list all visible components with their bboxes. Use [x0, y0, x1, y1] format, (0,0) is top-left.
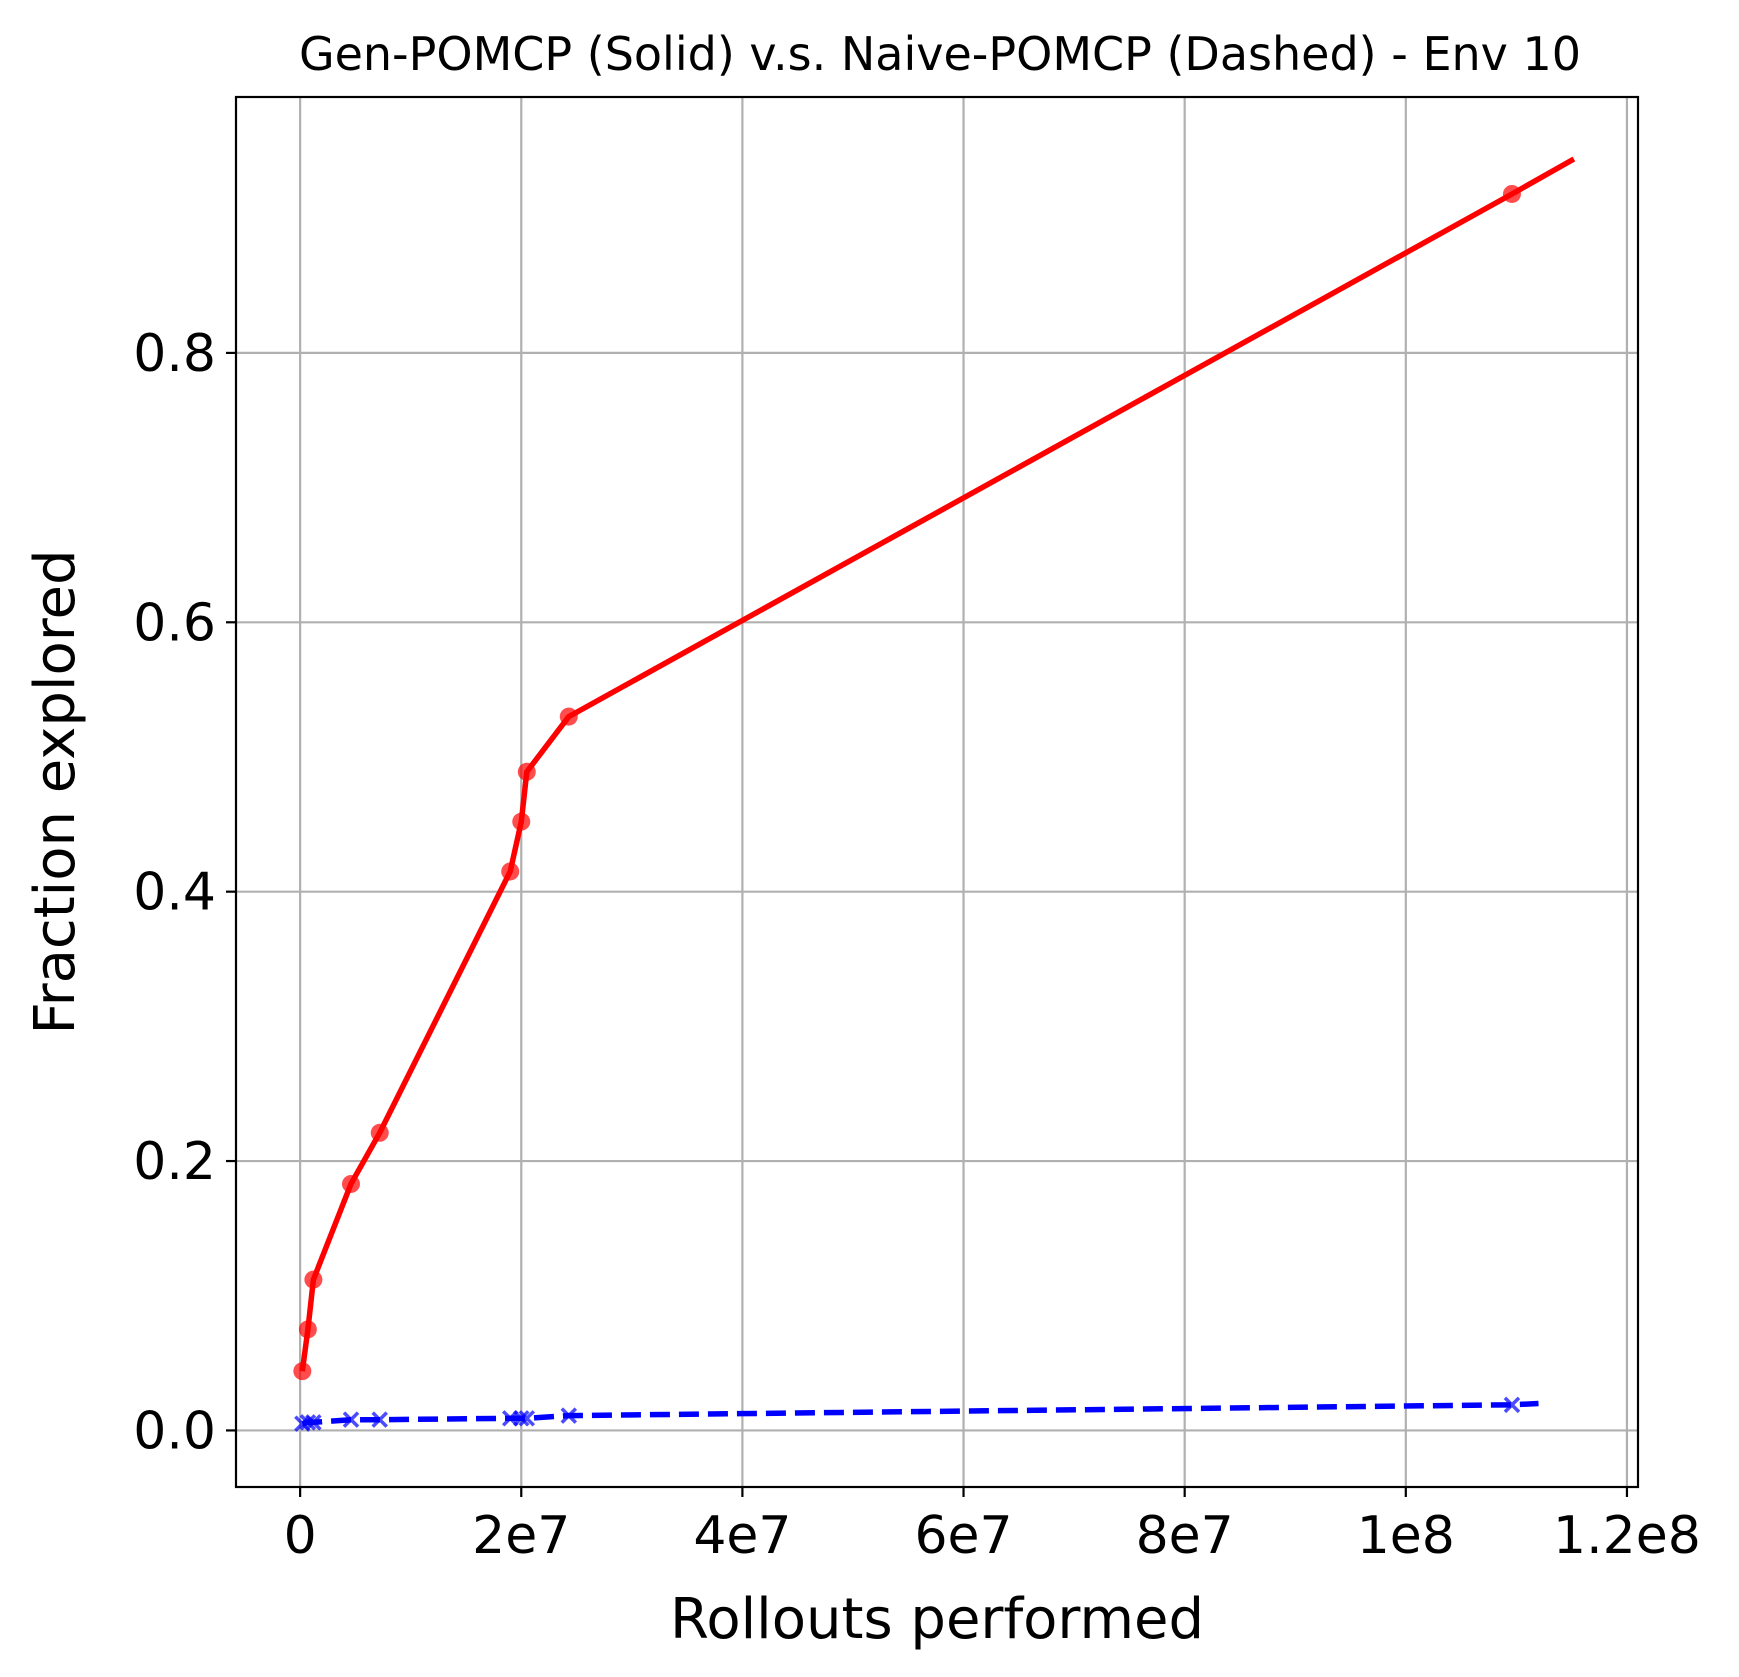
data-point	[1503, 1396, 1521, 1414]
x-tick-label: 1e8	[1357, 1506, 1455, 1566]
y-tick-label: 0.4	[133, 863, 216, 923]
y-tick-label: 0.2	[133, 1132, 216, 1192]
x-tick-label: 8e7	[1136, 1506, 1234, 1566]
data-point	[298, 1320, 317, 1339]
x-tick-label: 2e7	[472, 1506, 570, 1566]
grid-lines	[236, 97, 1638, 1487]
x-tick-label: 6e7	[914, 1506, 1012, 1566]
data-point	[513, 1410, 530, 1427]
x-tick-label: 1.2e8	[1553, 1506, 1701, 1566]
data-point	[370, 1123, 389, 1142]
data-point	[299, 1414, 317, 1431]
axis-ticks: 0 2e7 4e7 6e7 8e7 1e8 1.2e8 0.0 0.2 0.4 0.6 0.8	[133, 324, 1701, 1566]
data-point	[305, 1414, 322, 1431]
data-point	[517, 762, 536, 781]
data-point	[1502, 184, 1521, 203]
x-tick-label: 0	[284, 1506, 317, 1566]
y-tick-label: 0.6	[133, 593, 216, 653]
data-point	[560, 1407, 578, 1424]
y-axis-label: Fraction explored	[23, 549, 88, 1034]
data-point	[559, 707, 578, 726]
y-tick-label: 0.8	[133, 324, 216, 384]
plot-frame	[234, 95, 1640, 1489]
data-point	[293, 1362, 312, 1381]
data-point	[341, 1174, 360, 1193]
x-axis-label: Rollouts performed	[670, 1587, 1204, 1652]
data-point	[518, 1410, 536, 1427]
chart-title: Gen-POMCP (Solid) v.s. Naive-POMCP (Dash…	[299, 27, 1581, 81]
data-point	[342, 1411, 360, 1428]
y-tick-label: 0.0	[133, 1401, 216, 1461]
data-point	[304, 1270, 323, 1289]
data-point	[371, 1411, 388, 1428]
dashed-series-line	[301, 1400, 1539, 1427]
x-tick-label: 4e7	[693, 1506, 791, 1566]
plot-series	[293, 156, 1576, 1432]
data-point	[501, 862, 520, 881]
solid-series-line	[299, 156, 1576, 1372]
data-point	[512, 812, 531, 831]
